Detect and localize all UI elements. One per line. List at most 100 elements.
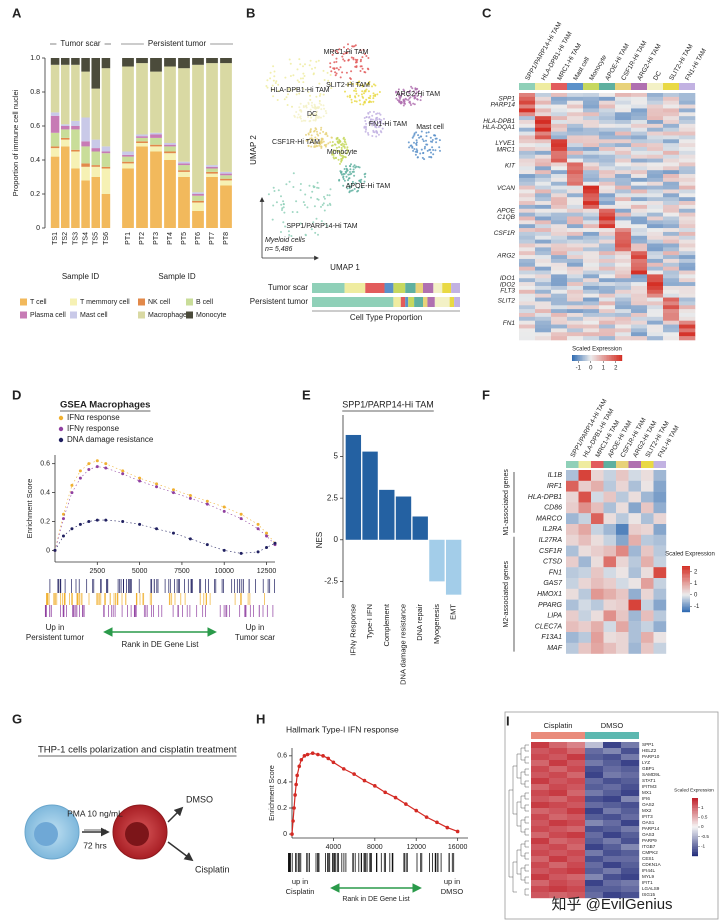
heatmap-cell — [535, 131, 552, 136]
bar-segment — [178, 68, 190, 162]
umap-point — [318, 106, 320, 108]
colorbar-tick-label: 0 — [694, 592, 698, 598]
heatmap-cell — [535, 135, 552, 140]
bar-segment — [50, 132, 60, 147]
umap-point — [296, 68, 299, 71]
umap-point — [432, 153, 435, 156]
heatmap-cell — [531, 850, 550, 857]
heatmap-cell — [583, 197, 600, 202]
heatmap-cell — [679, 293, 696, 298]
umap-point — [380, 131, 383, 134]
heatmap-cell — [603, 766, 622, 773]
heatmap-cell — [599, 289, 616, 294]
umap-point — [310, 196, 312, 199]
legend-swatch — [138, 311, 145, 319]
heatmap-cell — [663, 336, 680, 341]
heatmap-cell — [551, 258, 568, 264]
bar-segment — [206, 168, 218, 172]
legend-label: IFNγ response — [67, 424, 120, 433]
umap-point — [419, 152, 422, 155]
point — [78, 476, 82, 480]
bar-segment — [192, 202, 204, 211]
gene-label: IL27RA — [539, 537, 563, 544]
panel-title: Hallmark Type-I IFN response — [286, 724, 399, 734]
umap-point — [344, 170, 347, 173]
umap-point — [329, 62, 332, 65]
heatmap-cell — [567, 247, 584, 252]
umap-point — [322, 202, 325, 205]
bar — [362, 451, 378, 540]
colorbar-cell — [590, 355, 593, 361]
bar-segment — [60, 129, 70, 138]
heatmap-cell — [599, 285, 616, 291]
bar-segment — [91, 177, 101, 228]
heatmap-cell — [653, 642, 667, 654]
heatmap-cell — [583, 228, 600, 233]
umap-point — [349, 168, 352, 171]
heatmap-cell — [567, 790, 586, 797]
umap-point — [341, 71, 344, 74]
heatmap-cell — [551, 312, 568, 318]
umap-point — [427, 131, 430, 134]
heatmap-cell — [628, 480, 642, 492]
heatmap-cell — [631, 282, 648, 287]
heatmap-cell — [585, 850, 604, 857]
umap-point — [322, 104, 325, 107]
heatmap-cell — [679, 301, 696, 306]
heatmap-cell — [567, 832, 586, 839]
heatmap-cell — [647, 220, 664, 225]
umap-point — [331, 151, 334, 153]
heatmap-cell — [631, 216, 648, 221]
bar-segment — [136, 146, 148, 228]
umap-point — [348, 187, 351, 190]
umap-point — [352, 45, 355, 48]
heatmap-cell — [585, 796, 604, 803]
heatmap-cell — [549, 808, 568, 815]
heatmap-cell — [578, 534, 592, 546]
umap-point — [414, 94, 416, 97]
heatmap-cell — [599, 108, 616, 113]
heatmap-cell — [535, 247, 552, 252]
umap-point — [368, 116, 371, 118]
heatmap-cell — [603, 820, 622, 827]
umap-point — [356, 83, 359, 86]
heatmap-cell — [631, 104, 648, 109]
colorbar-cell — [682, 605, 690, 607]
umap-point — [420, 95, 422, 98]
x-tick-label: 8000 — [367, 844, 383, 851]
heatmap-cell — [679, 204, 696, 210]
umap-point — [341, 157, 344, 160]
umap-point — [376, 116, 379, 119]
umap-point — [316, 114, 319, 117]
heatmap-cell — [631, 247, 648, 252]
heatmap-cell — [631, 131, 648, 136]
heatmap-cell — [621, 754, 640, 761]
umap-point — [338, 48, 341, 51]
umap-point — [414, 153, 417, 156]
heatmap-cell — [647, 239, 664, 244]
heatmap-cell — [628, 524, 642, 535]
umap-point — [438, 146, 441, 149]
heatmap-cell — [567, 742, 586, 749]
umap-point — [402, 104, 405, 107]
heatmap-cell — [535, 336, 552, 341]
heatmap-cell — [631, 135, 648, 140]
heatmap-cell — [583, 185, 600, 190]
bar-segment — [206, 63, 218, 166]
bar-segment — [150, 58, 162, 72]
heatmap-cell — [647, 147, 664, 152]
umap-point — [318, 82, 321, 85]
heatmap-cell — [631, 266, 648, 271]
heatmap-cell — [567, 170, 584, 175]
heatmap-cell — [549, 790, 568, 797]
heatmap-cell — [519, 247, 536, 252]
umap-point — [299, 183, 302, 185]
heatmap-cell — [679, 285, 696, 291]
umap-point — [296, 211, 299, 214]
umap-point — [302, 105, 305, 107]
heatmap-cell — [567, 166, 584, 171]
heatmap-cell — [519, 150, 536, 156]
heatmap-cell — [535, 289, 552, 294]
heatmap-cell — [616, 567, 629, 579]
umap-point — [372, 94, 375, 97]
